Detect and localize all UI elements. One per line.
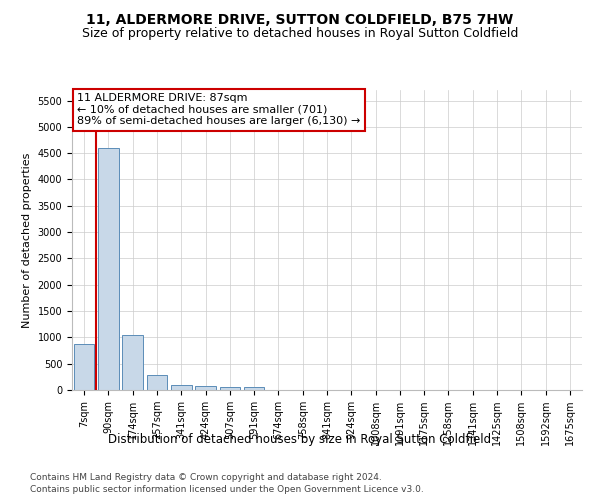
Bar <box>195 386 216 390</box>
Bar <box>171 386 191 390</box>
Bar <box>220 387 240 390</box>
Bar <box>98 148 119 390</box>
Text: 11 ALDERMORE DRIVE: 87sqm
← 10% of detached houses are smaller (701)
89% of semi: 11 ALDERMORE DRIVE: 87sqm ← 10% of detac… <box>77 93 361 126</box>
Y-axis label: Number of detached properties: Number of detached properties <box>22 152 32 328</box>
Text: 11, ALDERMORE DRIVE, SUTTON COLDFIELD, B75 7HW: 11, ALDERMORE DRIVE, SUTTON COLDFIELD, B… <box>86 12 514 26</box>
Text: Contains HM Land Registry data © Crown copyright and database right 2024.: Contains HM Land Registry data © Crown c… <box>30 472 382 482</box>
Text: Distribution of detached houses by size in Royal Sutton Coldfield: Distribution of detached houses by size … <box>109 432 491 446</box>
Bar <box>244 388 265 390</box>
Text: Size of property relative to detached houses in Royal Sutton Coldfield: Size of property relative to detached ho… <box>82 28 518 40</box>
Bar <box>74 344 94 390</box>
Bar <box>122 334 143 390</box>
Text: Contains public sector information licensed under the Open Government Licence v3: Contains public sector information licen… <box>30 485 424 494</box>
Bar <box>146 376 167 390</box>
